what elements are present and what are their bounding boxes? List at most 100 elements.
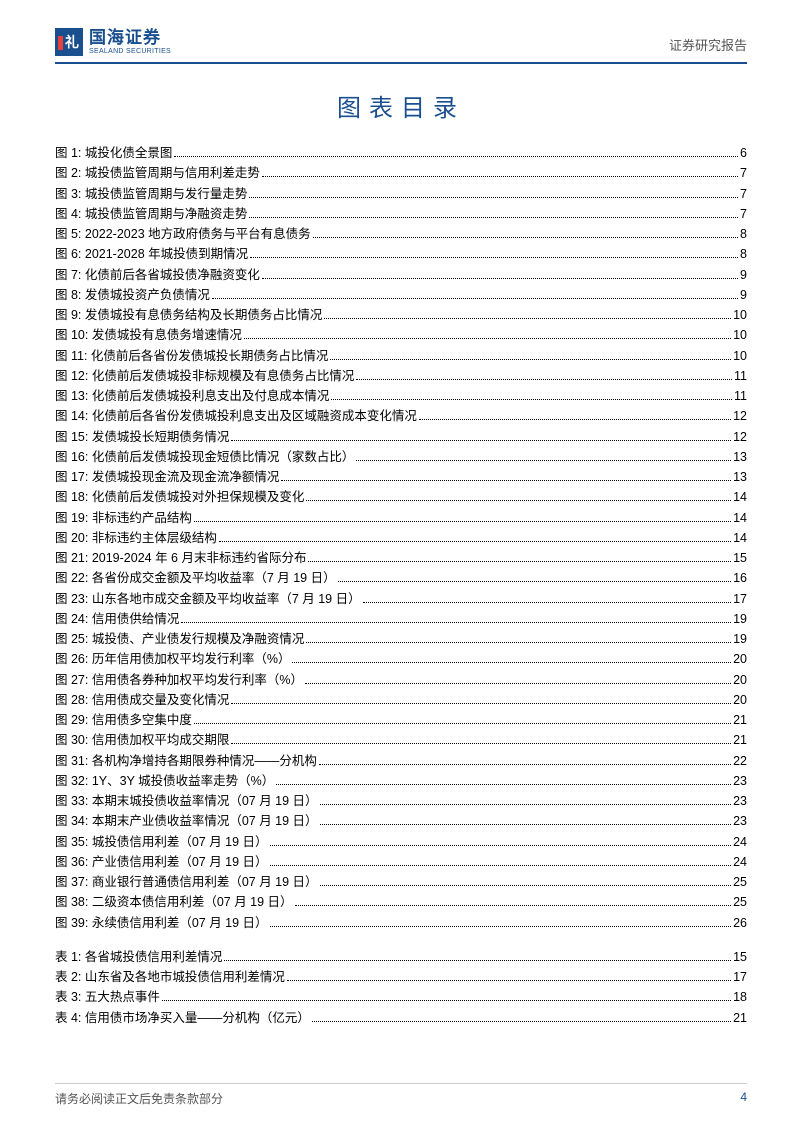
toc-leader-dots xyxy=(262,176,738,177)
toc-entry-page: 20 xyxy=(733,649,747,669)
company-logo: 国海证券 SEALAND SECURITIES xyxy=(55,28,171,56)
toc-entry-label: 图 16: 化债前后发债城投现金短债比情况（家数占比） xyxy=(55,447,354,467)
toc-entry-label: 图 22: 各省份成交金额及平均收益率（7 月 19 日） xyxy=(55,568,336,588)
toc-entry: 图 20: 非标违约主体层级结构 14 xyxy=(55,528,747,548)
toc-entry: 图 23: 山东各地市成交金额及平均收益率（7 月 19 日） 17 xyxy=(55,589,747,609)
toc-entry-label: 图 21: 2019-2024 年 6 月末非标违约省际分布 xyxy=(55,548,306,568)
toc-entry-page: 20 xyxy=(733,670,747,690)
toc-entry-label: 图 13: 化债前后发债城投利息支出及付息成本情况 xyxy=(55,386,329,406)
toc-entry: 图 35: 城投债信用利差（07 月 19 日） 24 xyxy=(55,832,747,852)
toc-entry-label: 图 19: 非标违约产品结构 xyxy=(55,508,192,528)
toc-entry-label: 图 10: 发债城投有息债务增速情况 xyxy=(55,325,242,345)
toc-entry-page: 6 xyxy=(740,143,747,163)
toc-entry-label: 表 4: 信用债市场净买入量——分机构（亿元） xyxy=(55,1008,310,1028)
logo-english: SEALAND SECURITIES xyxy=(89,48,171,56)
toc-entry: 图 26: 历年信用债加权平均发行利率（%） 20 xyxy=(55,649,747,669)
toc-entry: 图 34: 本期末产业债收益率情况（07 月 19 日） 23 xyxy=(55,811,747,831)
toc-entry-page: 21 xyxy=(733,1008,747,1028)
toc-entry: 图 12: 化债前后发债城投非标规模及有息债务占比情况 11 xyxy=(55,366,747,386)
toc-entry-label: 图 20: 非标违约主体层级结构 xyxy=(55,528,217,548)
toc-entry: 图 27: 信用债各券种加权平均发行利率（%） 20 xyxy=(55,670,747,690)
toc-entry-page: 24 xyxy=(733,832,747,852)
toc-leader-dots xyxy=(244,338,731,339)
toc-entry: 图 1: 城投化债全景图 6 xyxy=(55,143,747,163)
toc-list: 图 1: 城投化债全景图 6图 2: 城投债监管周期与信用利差走势 7图 3: … xyxy=(55,143,747,1028)
toc-entry: 图 4: 城投债监管周期与净融资走势 7 xyxy=(55,204,747,224)
toc-entry-label: 图 14: 化债前后各省份发债城投利息支出及区域融资成本变化情况 xyxy=(55,406,417,426)
toc-entry: 图 31: 各机构净增持各期限券种情况——分机构 22 xyxy=(55,751,747,771)
toc-entry-page: 9 xyxy=(740,285,747,305)
toc-entry-label: 图 4: 城投债监管周期与净融资走势 xyxy=(55,204,247,224)
toc-leader-dots xyxy=(249,217,738,218)
toc-entry-page: 10 xyxy=(733,325,747,345)
toc-entry-label: 表 1: 各省城投债信用利差情况 xyxy=(55,947,222,967)
toc-entry-page: 10 xyxy=(733,305,747,325)
toc-entry-page: 11 xyxy=(734,366,747,386)
toc-entry-page: 20 xyxy=(733,690,747,710)
toc-leader-dots xyxy=(312,1021,731,1022)
toc-entry-label: 图 5: 2022-2023 地方政府债务与平台有息债务 xyxy=(55,224,311,244)
toc-entry: 图 39: 永续债信用利差（07 月 19 日） 26 xyxy=(55,913,747,933)
toc-leader-dots xyxy=(174,156,738,157)
toc-entry: 图 11: 化债前后各省份发债城投长期债务占比情况 10 xyxy=(55,346,747,366)
toc-leader-dots xyxy=(250,257,738,258)
toc-entry: 图 30: 信用债加权平均成交期限 21 xyxy=(55,730,747,750)
toc-entry-page: 21 xyxy=(733,730,747,750)
toc-entry-label: 图 39: 永续债信用利差（07 月 19 日） xyxy=(55,913,268,933)
toc-entry-label: 图 3: 城投债监管周期与发行量走势 xyxy=(55,184,247,204)
toc-entry-page: 15 xyxy=(733,947,747,967)
toc-entry-page: 14 xyxy=(733,487,747,507)
toc-entry-page: 24 xyxy=(733,852,747,872)
toc-entry-label: 图 33: 本期末城投债收益率情况（07 月 19 日） xyxy=(55,791,318,811)
toc-leader-dots xyxy=(194,521,731,522)
toc-entry-page: 19 xyxy=(733,629,747,649)
toc-entry-label: 图 24: 信用债供给情况 xyxy=(55,609,179,629)
toc-entry: 图 8: 发债城投资产负债情况 9 xyxy=(55,285,747,305)
toc-leader-dots xyxy=(313,237,738,238)
toc-leader-dots xyxy=(224,960,731,961)
toc-entry: 表 2: 山东省及各地市城投债信用利差情况 17 xyxy=(55,967,747,987)
toc-entry-page: 15 xyxy=(733,548,747,568)
toc-entry: 图 32: 1Y、3Y 城投债收益率走势（%） 23 xyxy=(55,771,747,791)
toc-entry-label: 图 37: 商业银行普通债信用利差（07 月 19 日） xyxy=(55,872,318,892)
toc-entry-label: 图 9: 发债城投有息债务结构及长期债务占比情况 xyxy=(55,305,322,325)
toc-entry: 图 19: 非标违约产品结构 14 xyxy=(55,508,747,528)
toc-leader-dots xyxy=(162,1000,731,1001)
toc-entry-page: 25 xyxy=(733,892,747,912)
toc-leader-dots xyxy=(320,824,732,825)
toc-leader-dots xyxy=(276,784,731,785)
toc-entry-page: 16 xyxy=(733,568,747,588)
toc-entry-page: 13 xyxy=(733,447,747,467)
toc-leader-dots xyxy=(330,359,731,360)
toc-entry-page: 26 xyxy=(733,913,747,933)
toc-entry: 表 3: 五大热点事件 18 xyxy=(55,987,747,1007)
toc-entry-page: 7 xyxy=(740,184,747,204)
toc-entry: 图 14: 化债前后各省份发债城投利息支出及区域融资成本变化情况 12 xyxy=(55,406,747,426)
toc-leader-dots xyxy=(270,865,732,866)
toc-leader-dots xyxy=(249,197,738,198)
toc-leader-dots xyxy=(306,642,731,643)
toc-entry-label: 图 18: 化债前后发债城投对外担保规模及变化 xyxy=(55,487,304,507)
toc-entry-label: 图 36: 产业债信用利差（07 月 19 日） xyxy=(55,852,268,872)
toc-entry: 图 16: 化债前后发债城投现金短债比情况（家数占比） 13 xyxy=(55,447,747,467)
toc-entry: 图 22: 各省份成交金额及平均收益率（7 月 19 日） 16 xyxy=(55,568,747,588)
toc-entry: 图 18: 化债前后发债城投对外担保规模及变化 14 xyxy=(55,487,747,507)
toc-entry-page: 13 xyxy=(733,467,747,487)
toc-entry-label: 图 34: 本期末产业债收益率情况（07 月 19 日） xyxy=(55,811,318,831)
toc-entry: 图 38: 二级资本债信用利差（07 月 19 日） 25 xyxy=(55,892,747,912)
toc-entry-page: 12 xyxy=(733,406,747,426)
toc-entry: 图 28: 信用债成交量及变化情况 20 xyxy=(55,690,747,710)
toc-entry-page: 14 xyxy=(733,528,747,548)
page-footer: 请务必阅读正文后免责条款部分 4 xyxy=(55,1083,747,1107)
footer-disclaimer: 请务必阅读正文后免责条款部分 xyxy=(55,1090,223,1107)
toc-leader-dots xyxy=(231,743,731,744)
toc-entry-page: 9 xyxy=(740,265,747,285)
toc-entry-label: 图 29: 信用债多空集中度 xyxy=(55,710,192,730)
toc-entry-page: 10 xyxy=(733,346,747,366)
toc-leader-dots xyxy=(270,845,732,846)
toc-leader-dots xyxy=(331,399,732,400)
toc-entry: 图 36: 产业债信用利差（07 月 19 日） 24 xyxy=(55,852,747,872)
toc-entry-page: 23 xyxy=(733,791,747,811)
toc-entry-label: 图 32: 1Y、3Y 城投债收益率走势（%） xyxy=(55,771,274,791)
toc-leader-dots xyxy=(308,561,731,562)
